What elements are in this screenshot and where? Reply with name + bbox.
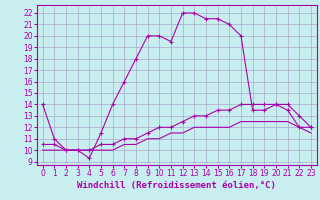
X-axis label: Windchill (Refroidissement éolien,°C): Windchill (Refroidissement éolien,°C) bbox=[77, 181, 276, 190]
